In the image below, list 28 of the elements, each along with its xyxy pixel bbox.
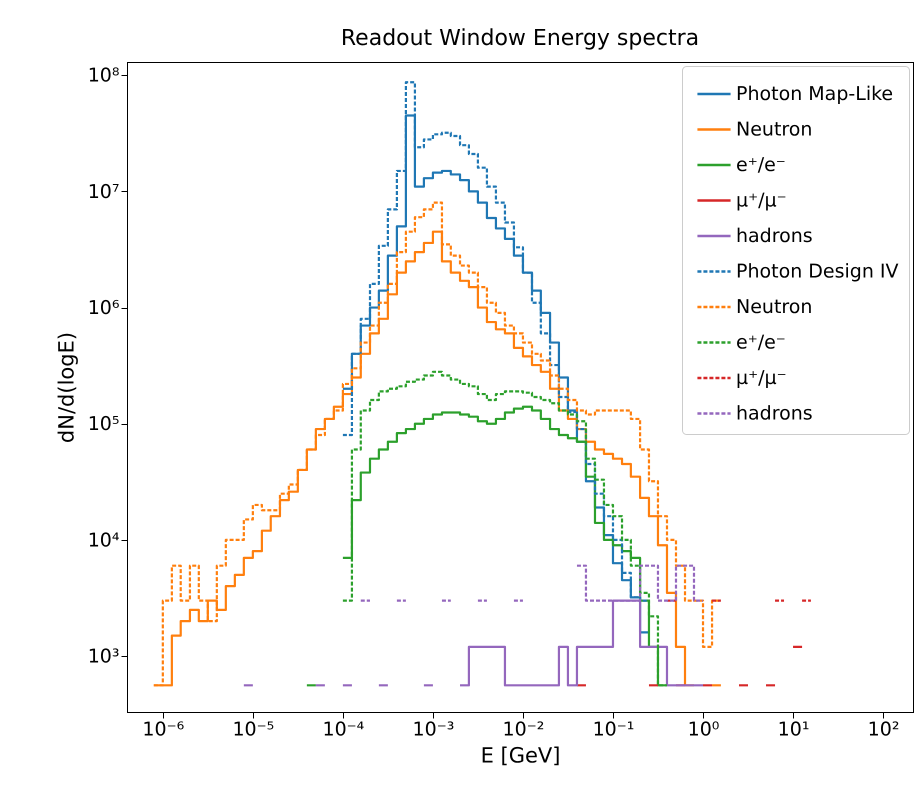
y-tick-label: 10⁷: [88, 180, 120, 203]
y-tick-label: 10⁸: [88, 64, 120, 87]
x-tick-label: 10⁻³: [412, 718, 454, 740]
x-tick-label: 10²: [868, 718, 900, 740]
x-tick-label: 10⁻¹: [592, 718, 634, 740]
chart-title: Readout Window Energy spectra: [340, 26, 700, 51]
legend-label: e⁺/e⁻: [736, 154, 786, 176]
legend-label: Neutron: [736, 296, 812, 318]
x-tick-label: 10⁰: [688, 718, 720, 740]
y-axis-title: dN/d(logE): [54, 332, 79, 444]
x-tick-label: 10⁻²: [502, 718, 544, 740]
legend-label: Photon Design IV: [736, 260, 899, 282]
legend-label: μ⁺/μ⁻: [736, 190, 787, 212]
legend-label: hadrons: [736, 225, 813, 247]
x-axis-title: E [GeV]: [480, 744, 560, 768]
x-tick-label: 10⁻⁶: [142, 718, 184, 740]
legend-label: e⁺/e⁻: [736, 332, 786, 354]
y-tick-label: 10⁴: [88, 529, 120, 552]
x-tick-label: 10⁻⁴: [322, 718, 365, 740]
legend-label: Photon Map-Like: [736, 83, 894, 105]
legend-label: μ⁺/μ⁻: [736, 367, 787, 389]
y-tick-label: 10³: [88, 646, 120, 668]
legend-label: hadrons: [736, 402, 813, 424]
y-tick-label: 10⁶: [88, 297, 120, 320]
x-tick-label: 10⁻⁵: [232, 718, 274, 740]
y-tick-label: 10⁵: [88, 413, 120, 436]
x-tick-label: 10¹: [778, 718, 810, 740]
legend-label: Neutron: [736, 118, 812, 140]
